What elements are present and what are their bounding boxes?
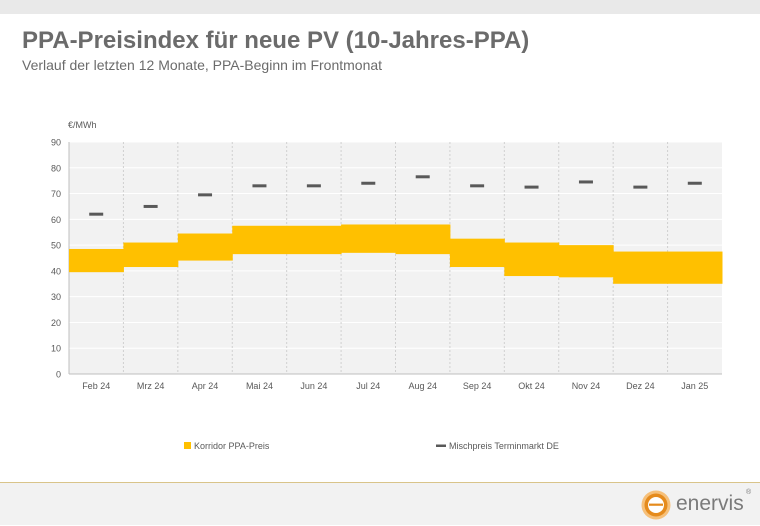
- corridor-series: [69, 224, 723, 284]
- legend: Korridor PPA-Preis Mischpreis Terminmark…: [184, 441, 559, 451]
- corridor-bar: [177, 233, 233, 261]
- x-tick-label: Dez 24: [626, 381, 655, 391]
- marker-point: [198, 193, 213, 197]
- marker-point: [687, 181, 702, 185]
- x-tick-label: Mrz 24: [137, 381, 165, 391]
- marker-point: [470, 184, 485, 188]
- corridor-bar: [69, 248, 124, 273]
- marker-series: [89, 175, 702, 216]
- x-tick-label: Feb 24: [82, 381, 110, 391]
- footer: [0, 483, 760, 525]
- y-tick-label: 10: [51, 344, 61, 354]
- x-tick-label: Mai 24: [246, 381, 273, 391]
- marker-point: [143, 204, 158, 208]
- x-tick-label: Apr 24: [192, 381, 219, 391]
- y-tick-label: 60: [51, 215, 61, 225]
- x-tick-label: Jan 25: [681, 381, 708, 391]
- y-tick-label: 20: [51, 318, 61, 328]
- y-tick-label: 40: [51, 266, 61, 276]
- y-axis-label: €/MWh: [68, 120, 97, 130]
- corridor-bar: [504, 242, 560, 277]
- marker-point: [633, 185, 648, 189]
- x-axis-ticks: Feb 24 Mrz 24 Apr 24 Mai 24 Jun 24 Jul 24 Aug …: [82, 381, 708, 391]
- x-tick-label: Jul 24: [356, 381, 380, 391]
- corridor-bar: [667, 251, 723, 284]
- legend-label-corridor: Korridor PPA-Preis: [194, 441, 270, 451]
- x-tick-label: Jun 24: [300, 381, 327, 391]
- legend-label-marker: Mischpreis Terminmarkt DE: [449, 441, 559, 451]
- top-bar: [0, 0, 760, 14]
- marker-point: [578, 180, 593, 184]
- marker-point: [252, 184, 267, 188]
- y-tick-label: 70: [51, 189, 61, 199]
- corridor-bar: [341, 224, 396, 253]
- page-subtitle: Verlauf der letzten 12 Monate, PPA-Begin…: [22, 57, 383, 73]
- x-tick-label: Aug 24: [408, 381, 437, 391]
- marker-point: [415, 175, 430, 179]
- corridor-bar: [232, 225, 288, 255]
- footer-divider: [0, 482, 760, 483]
- y-tick-label: 50: [51, 241, 61, 251]
- y-tick-label: 0: [56, 370, 61, 380]
- x-tick-label: Sep 24: [463, 381, 492, 391]
- y-tick-label: 90: [51, 138, 61, 148]
- corridor-bar: [123, 242, 179, 268]
- marker-point: [89, 212, 104, 216]
- legend-swatch-corridor: [184, 442, 191, 449]
- chart: €/MWh 0 10 20 30 40 50 60 70 80 90 Feb 24 Mrz 24 Ap…: [51, 120, 723, 451]
- marker-point: [361, 181, 376, 185]
- enervis-logo: enervis ®: [640, 489, 755, 521]
- legend-swatch-marker: [436, 444, 446, 447]
- logo-registered-mark: ®: [746, 489, 752, 496]
- page-title: PPA-Preisindex für neue PV (10-Jahres-PP…: [22, 27, 530, 54]
- y-axis-ticks: 0 10 20 30 40 50 60 70 80 90: [51, 138, 61, 380]
- corridor-bar: [613, 251, 669, 284]
- y-tick-label: 30: [51, 292, 61, 302]
- logo-text: enervis: [676, 492, 744, 515]
- x-tick-label: Nov 24: [572, 381, 601, 391]
- marker-point: [524, 185, 539, 189]
- y-tick-label: 80: [51, 163, 61, 173]
- corridor-bar: [286, 225, 342, 255]
- corridor-bar: [395, 224, 451, 255]
- marker-point: [306, 184, 321, 188]
- x-tick-label: Okt 24: [518, 381, 545, 391]
- enervis-logo-icon: [641, 490, 671, 520]
- corridor-bar: [558, 245, 614, 278]
- corridor-bar: [449, 238, 505, 268]
